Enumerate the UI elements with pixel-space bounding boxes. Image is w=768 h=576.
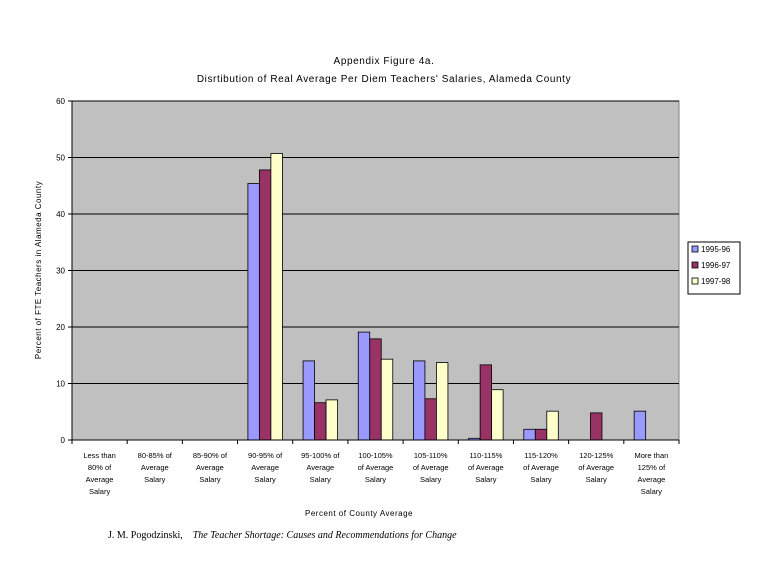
bar-1995-96-5 bbox=[357, 331, 371, 441]
legend: 1995-96 1996-97 1997-98 bbox=[687, 241, 741, 295]
x-category-label: Salary bbox=[475, 475, 497, 484]
x-category-label: Salary bbox=[89, 487, 111, 496]
bar-1996-97-7 bbox=[479, 364, 493, 441]
x-category-label: Salary bbox=[641, 487, 663, 496]
y-tick-label: 50 bbox=[56, 154, 65, 163]
legend-swatch bbox=[691, 261, 699, 269]
y-axis-title: Percent of FTE Teachers in Alameda Count… bbox=[34, 181, 43, 359]
x-category-label: Salary bbox=[586, 475, 608, 484]
footer-author: J. M. Pogodzinski, bbox=[108, 530, 183, 541]
x-category-label: 80% of bbox=[88, 463, 112, 472]
y-tick-label: 60 bbox=[56, 97, 65, 106]
y-tick-label: 10 bbox=[56, 380, 65, 389]
bar-1996-97-8 bbox=[534, 428, 548, 441]
bar-1995-96-6 bbox=[413, 360, 426, 441]
bar-1996-97-5 bbox=[369, 338, 382, 441]
bar-1996-97-3 bbox=[258, 169, 272, 441]
legend-label: 1996-97 bbox=[701, 261, 731, 270]
bars bbox=[247, 153, 647, 441]
x-category-label: Less than bbox=[83, 451, 116, 460]
x-category-label: Average bbox=[86, 475, 114, 484]
x-category-label: Salary bbox=[365, 475, 387, 484]
legend-swatch bbox=[691, 245, 699, 253]
bar-1997-98-5 bbox=[380, 358, 394, 441]
x-category-label: 125% of bbox=[638, 463, 666, 472]
bar-1996-97-9 bbox=[590, 412, 603, 441]
chart-title: Appendix Figure 4a. bbox=[334, 56, 435, 67]
legend-label: 1997-98 bbox=[701, 277, 731, 286]
bar-1995-96-4 bbox=[302, 360, 315, 441]
bar-1996-97-6 bbox=[424, 398, 437, 441]
x-axis-category-labels: Less than 80% of Average Salary 80-85% of Ave… bbox=[83, 451, 668, 496]
x-axis-ticks bbox=[71, 440, 680, 444]
footer-citation: J. M. Pogodzinski, The Teacher Shortage: … bbox=[108, 530, 457, 541]
x-category-label: Salary bbox=[420, 475, 442, 484]
y-axis-ticks: 0 10 20 30 40 50 60 bbox=[56, 97, 72, 445]
bar-1997-98-4 bbox=[325, 399, 338, 441]
x-category-label: Average bbox=[638, 475, 666, 484]
x-category-label: 95-100% of bbox=[301, 451, 340, 460]
x-category-label: 110-115% bbox=[469, 451, 502, 460]
legend-swatch bbox=[691, 277, 699, 285]
y-tick-label: 30 bbox=[56, 267, 65, 276]
x-category-label: 90-95% of bbox=[248, 451, 283, 460]
x-category-label: of Average bbox=[413, 463, 449, 472]
bar-1995-96-10 bbox=[633, 410, 647, 441]
footer-book-title: The Teacher Shortage: Causes and Recomme… bbox=[192, 530, 457, 541]
x-category-label: of Average bbox=[358, 463, 394, 472]
bar-1996-97-4 bbox=[314, 402, 327, 441]
x-category-label: 100-105% bbox=[358, 451, 393, 460]
x-category-label: 85-90% of bbox=[193, 451, 228, 460]
x-category-label: More than bbox=[635, 451, 669, 460]
x-category-label: 105-110% bbox=[414, 451, 448, 460]
x-category-label: 80-85% of bbox=[138, 451, 173, 460]
bar-1997-98-3 bbox=[270, 153, 283, 441]
y-tick-label: 20 bbox=[56, 323, 65, 332]
y-tick-label: 0 bbox=[61, 436, 66, 445]
legend-label: 1995-96 bbox=[701, 245, 731, 254]
bar-1997-98-8 bbox=[546, 410, 559, 441]
bar-1997-98-6 bbox=[436, 362, 449, 441]
x-category-label: 115-120% bbox=[524, 451, 558, 460]
x-category-label: Average bbox=[306, 463, 334, 472]
x-axis-title: Percent of County Average bbox=[305, 509, 413, 518]
x-category-label: Salary bbox=[199, 475, 221, 484]
y-tick-label: 40 bbox=[56, 210, 65, 219]
x-category-label: Salary bbox=[530, 475, 552, 484]
bar-1995-96-8 bbox=[523, 428, 536, 441]
bar-1995-96-3 bbox=[247, 183, 260, 441]
x-category-label: Average bbox=[141, 463, 169, 472]
x-category-label: Average bbox=[251, 463, 279, 472]
chart-subtitle: Disrtibution of Real Average Per Diem Te… bbox=[197, 74, 571, 85]
x-category-label: of Average bbox=[578, 463, 614, 472]
x-category-label: Average bbox=[196, 463, 224, 472]
x-category-label: 120-125% bbox=[579, 451, 614, 460]
x-category-label: Salary bbox=[144, 475, 166, 484]
bar-1997-98-7 bbox=[491, 389, 504, 441]
gridlines bbox=[72, 100, 679, 384]
x-category-label: of Average bbox=[523, 463, 559, 472]
x-category-label: Salary bbox=[255, 475, 277, 484]
x-category-label: Salary bbox=[310, 475, 332, 484]
x-category-label: of Average bbox=[468, 463, 504, 472]
